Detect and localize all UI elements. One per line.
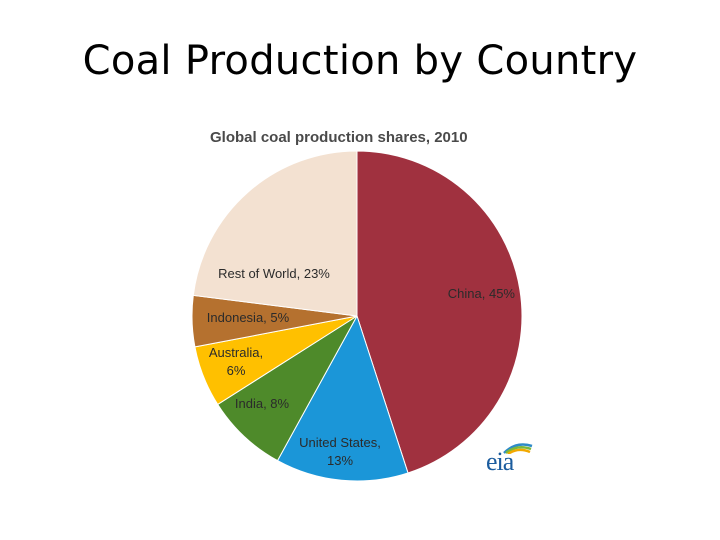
slice-label-indonesia: Indonesia, 5% (207, 310, 290, 325)
slice-label-india: India, 8% (235, 396, 290, 411)
slice-label-china: China, 45% (448, 286, 516, 301)
pie-slice-china (356, 150, 523, 474)
eia-logo: eia (486, 440, 536, 476)
slice-label-australia: Australia, 6% (209, 345, 263, 378)
slice-label-rest-of-world: Rest of World, 23% (218, 266, 330, 281)
eia-logo-arcs (503, 443, 533, 456)
pie-slice-rest-of-world (192, 150, 358, 317)
slice-label-united-states: United States, 13% (299, 435, 381, 468)
chart-title: Global coal production shares, 2010 (210, 129, 468, 146)
slide-title: Coal Production by Country (82, 38, 638, 84)
eia-logo-text: eia (486, 447, 514, 476)
pie-slice-united-states (276, 314, 409, 482)
